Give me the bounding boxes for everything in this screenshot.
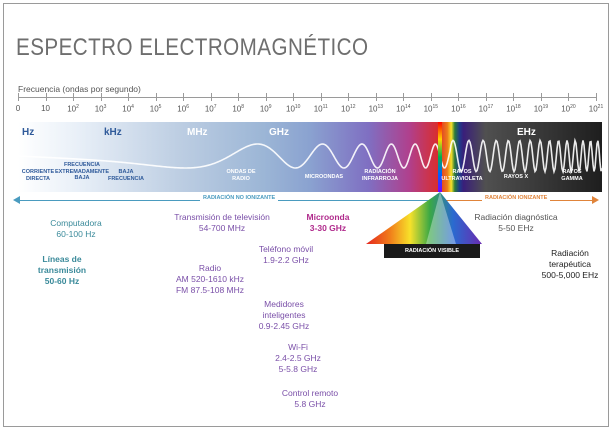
- source-radiacion-terapeutica: Radiación terapéutica 500-5,000 EHz: [541, 248, 599, 280]
- axis-tick-label: 106: [177, 104, 189, 114]
- axis-tick: [596, 93, 597, 101]
- band-radiacion-infrarroja: RADIACIÓN INFRARROJA: [361, 169, 399, 182]
- band-rayos-ultravioleta: RAYOS ULTRAVIOLETA: [441, 169, 483, 182]
- axis-tick: [485, 93, 487, 101]
- source-computadora: Computadora 60-100 Hz: [50, 218, 102, 239]
- axis-tick: [293, 93, 295, 101]
- axis-tick-label: 1018: [506, 104, 521, 114]
- axis-tick-label: 104: [122, 104, 134, 114]
- frequency-axis-line: [18, 97, 596, 98]
- source-medidores-inteligentes: Medidores inteligentes 0.9-2.45 GHz: [258, 299, 310, 331]
- axis-tick: [238, 93, 240, 101]
- axis-tick: [375, 93, 377, 101]
- band-frecuencia-extremadamente-baja: FRECUENCIA EXTREMADAMENTE BAJA: [54, 162, 110, 181]
- source-microonda: Microonda 3-30 GHz: [306, 212, 350, 233]
- diagram-title: ESPECTRO ELECTROMAGNÉTICO: [16, 34, 369, 61]
- source-radiacion-diagnostica: Radiación diagnóstica 5-50 EHz: [474, 212, 558, 233]
- axis-tick: [183, 93, 185, 101]
- axis-tick: [265, 93, 267, 101]
- axis-tick: [403, 93, 405, 101]
- axis-tick: [128, 93, 130, 101]
- axis-tick-label: 1011: [313, 104, 328, 114]
- unit-khz: kHz: [104, 127, 122, 138]
- band-microondas: MICROONDAS: [304, 174, 344, 180]
- band-ondas-de-radio: ONDAS DE RADIO: [226, 169, 256, 182]
- band-rayos-gamma: RAYOS GAMMA: [561, 169, 583, 182]
- axis-tick-label: 10: [41, 104, 50, 113]
- axis-tick: [540, 93, 542, 101]
- unit-mhz: MHz: [187, 127, 208, 138]
- arrow-left-icon: [13, 196, 20, 204]
- axis-tick-label: 102: [67, 104, 79, 114]
- source-radio: Radio AM 520-1610 kHz FM 87.5-108 MHz: [175, 263, 245, 295]
- band-corriente-directa: CORRIENTE DIRECTA: [21, 169, 55, 182]
- prism-spectrum-icon: [366, 192, 482, 244]
- ionizing-label: RADIACIÓN IONIZANTE: [482, 195, 551, 201]
- axis-tick-label: 1010: [286, 104, 301, 114]
- unit-hz: Hz: [22, 127, 35, 138]
- axis-tick-label: 1016: [451, 104, 466, 114]
- axis-tick-label: 103: [94, 104, 107, 114]
- axis-tick: [348, 93, 350, 101]
- axis-tick: [513, 93, 515, 101]
- visible-radiation-label: RADIACIÓN VISIBLE: [384, 244, 480, 258]
- axis-tick-label: 1019: [533, 104, 549, 114]
- non-ionizing-label: RADIACIÓN NO IONIZANTE: [200, 195, 279, 201]
- axis-tick-label: 1013: [368, 104, 384, 114]
- axis-tick: [18, 93, 19, 101]
- axis-tick-label: 105: [149, 104, 162, 114]
- band-baja-frecuencia: BAJA FRECUENCIA: [107, 169, 145, 182]
- axis-tick-label: 107: [204, 104, 217, 114]
- axis-tick: [100, 93, 102, 101]
- axis-tick-label: 1017: [478, 104, 494, 114]
- axis-tick-label: 109: [259, 104, 272, 114]
- source-wifi: Wi-Fi 2.4-2.5 GHz 5-5.8 GHz: [275, 342, 321, 374]
- axis-tick-label: 1021: [588, 104, 604, 114]
- spectrum-bar: [18, 122, 602, 192]
- axis-tick-label: 1014: [396, 104, 411, 114]
- unit-ehz: EHz: [517, 127, 536, 138]
- axis-tick-label: 108: [232, 104, 245, 114]
- diagram-frame: ESPECTRO ELECTROMAGNÉTICO Frecuencia (on…: [3, 3, 609, 427]
- source-television: Transmisión de televisión 54-700 MHz: [174, 212, 270, 233]
- axis-tick-label: 1012: [341, 104, 356, 114]
- visible-light-band: [438, 122, 442, 192]
- axis-tick-label: 0: [15, 104, 21, 113]
- source-telefono-movil: Teléfono móvil 1.9-2.2 GHz: [258, 244, 314, 265]
- axis-tick-label: 1020: [561, 104, 576, 114]
- axis-tick: [45, 93, 47, 101]
- source-lineas-transmision: Líneas de transmisión 50-60 Hz: [37, 254, 87, 286]
- band-rayos-x: RAYOS X: [503, 174, 529, 180]
- source-control-remoto: Control remoto 5.8 GHz: [281, 388, 339, 409]
- axis-tick-label: 1015: [423, 104, 439, 114]
- axis-tick: [73, 93, 75, 101]
- axis-tick: [155, 93, 157, 101]
- axis-tick: [430, 93, 432, 101]
- arrow-right-icon: [592, 196, 599, 204]
- axis-tick: [320, 93, 322, 101]
- axis-tick: [568, 93, 570, 101]
- frequency-axis-label: Frecuencia (ondas por segundo): [18, 84, 141, 94]
- unit-ghz: GHz: [269, 127, 289, 138]
- axis-tick: [458, 93, 460, 101]
- wave-icon: [18, 137, 602, 175]
- axis-tick: [210, 93, 212, 101]
